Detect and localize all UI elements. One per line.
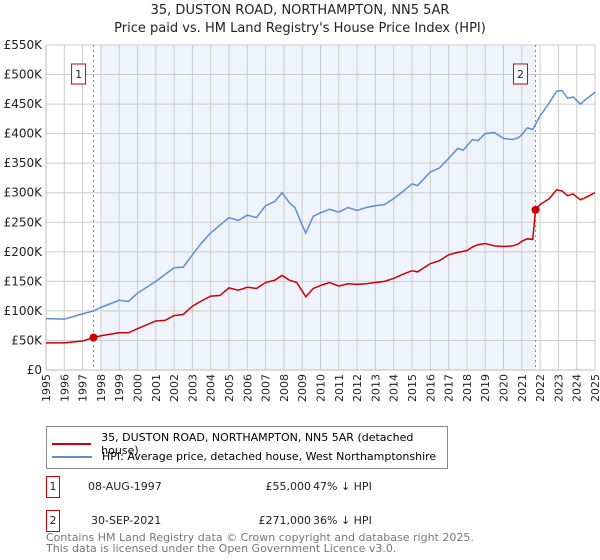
x-tick-label: 1997 (77, 374, 90, 402)
x-tick-label: 2004 (205, 374, 218, 402)
x-tick-label: 2025 (589, 374, 600, 402)
sale-point (89, 333, 98, 342)
x-tick-label: 2010 (315, 374, 328, 402)
y-tick-label: £100K (4, 304, 44, 318)
y-tick-label: £200K (4, 245, 44, 259)
x-tick-label: 2013 (369, 374, 382, 402)
transaction-hpi: 36% ↓ HPI (313, 514, 372, 527)
transaction-badge: 2 (46, 510, 60, 532)
x-tick-label: 1996 (58, 374, 71, 402)
x-tick-label: 2003 (186, 374, 199, 402)
price-chart: 1995 1996 1997 1998 1999 2000 2001 2002 2003 2004… (4, 38, 600, 402)
transaction-row: 2 30-SEP-2021 £271,000 36% ↓ HPI (46, 510, 446, 532)
chart-title: 35, DUSTON ROAD, NORTHAMPTON, NN5 5AR (150, 3, 450, 18)
transaction-row: 1 08-AUG-1997 £55,000 47% ↓ HPI (46, 476, 446, 498)
transaction-hpi: 47% ↓ HPI (313, 480, 372, 493)
footer: Contains HM Land Registry data © Crown c… (46, 532, 474, 554)
transaction-price: £271,000 (258, 514, 312, 527)
x-tick-label: 2015 (406, 374, 419, 402)
x-tick-label: 1995 (40, 374, 53, 402)
footer-line: Contains HM Land Registry data © Crown c… (46, 531, 474, 544)
x-tick-label: 2023 (552, 374, 565, 402)
legend-swatch-red (52, 443, 92, 445)
price-paid-line (46, 188, 596, 344)
transaction-date: 30-SEP-2021 (91, 514, 162, 527)
sale-point (531, 205, 540, 214)
legend: 35, DUSTON ROAD, NORTHAMPTON, NN5 5AR (d… (46, 426, 448, 469)
x-tick-label: 1999 (113, 374, 126, 402)
y-tick-label: £350K (4, 156, 44, 170)
y-tick-label: £550K (4, 38, 44, 52)
x-tick-label: 2018 (461, 374, 474, 402)
x-tick-label: 2019 (479, 374, 492, 402)
x-tick-label: 2022 (534, 374, 547, 402)
x-tick-label: 2000 (132, 374, 145, 402)
shaded-ownership-period (100, 45, 536, 370)
y-tick-label: £250K (4, 215, 44, 229)
hpi-line (45, 89, 596, 320)
x-tick-label: 2002 (168, 374, 181, 402)
x-tick-label: 2006 (241, 374, 254, 402)
x-tick-label: 2021 (516, 374, 529, 402)
y-tick-label: £50K (11, 333, 43, 347)
sale-label-box (513, 63, 529, 85)
transaction-date: 08-AUG-1997 (88, 480, 162, 493)
x-tick-label: 2024 (571, 374, 584, 402)
x-tick-label: 2008 (278, 374, 291, 402)
x-tick-label: 2007 (260, 374, 273, 402)
x-tick-label: 2012 (351, 374, 364, 402)
legend-label: HPI: Average price, detached house, West… (102, 450, 437, 463)
x-tick-label: 2016 (424, 374, 437, 402)
x-tick-label: 2005 (223, 374, 236, 402)
x-tick-label: 2020 (498, 374, 511, 402)
legend-swatch-blue (52, 455, 92, 458)
y-tick-label: £500K (4, 68, 44, 82)
x-tick-label: 1998 (95, 374, 108, 402)
x-tick-label: 2009 (296, 374, 309, 402)
x-tick-label: 2011 (333, 374, 346, 402)
x-tick-label: 2014 (388, 374, 401, 402)
sale-label-box (71, 63, 87, 85)
transaction-price: £55,000 (265, 480, 312, 493)
y-tick-label: £0 (27, 363, 42, 377)
y-tick-label: £400K (4, 127, 44, 141)
legend-item-property: 35, DUSTON ROAD, NORTHAMPTON, NN5 5AR (d… (52, 431, 447, 457)
legend-label: 35, DUSTON ROAD, NORTHAMPTON, NN5 5AR (d… (101, 431, 414, 457)
y-tick-label: £150K (4, 274, 44, 288)
x-tick-label: 2017 (443, 374, 456, 402)
x-tick-label: 2001 (150, 374, 163, 402)
transaction-badge: 1 (46, 476, 60, 498)
footer-line: This data is licensed under the Open Gov… (46, 542, 397, 555)
y-tick-label: £300K (4, 186, 44, 200)
legend-item-hpi: HPI: Average price, detached house, West… (52, 450, 436, 463)
sale-label: 1 (75, 68, 82, 81)
chart-subtitle: Price paid vs. HM Land Registry's House … (114, 21, 486, 36)
sale-label: 2 (517, 68, 524, 81)
y-tick-label: £450K (4, 97, 44, 111)
